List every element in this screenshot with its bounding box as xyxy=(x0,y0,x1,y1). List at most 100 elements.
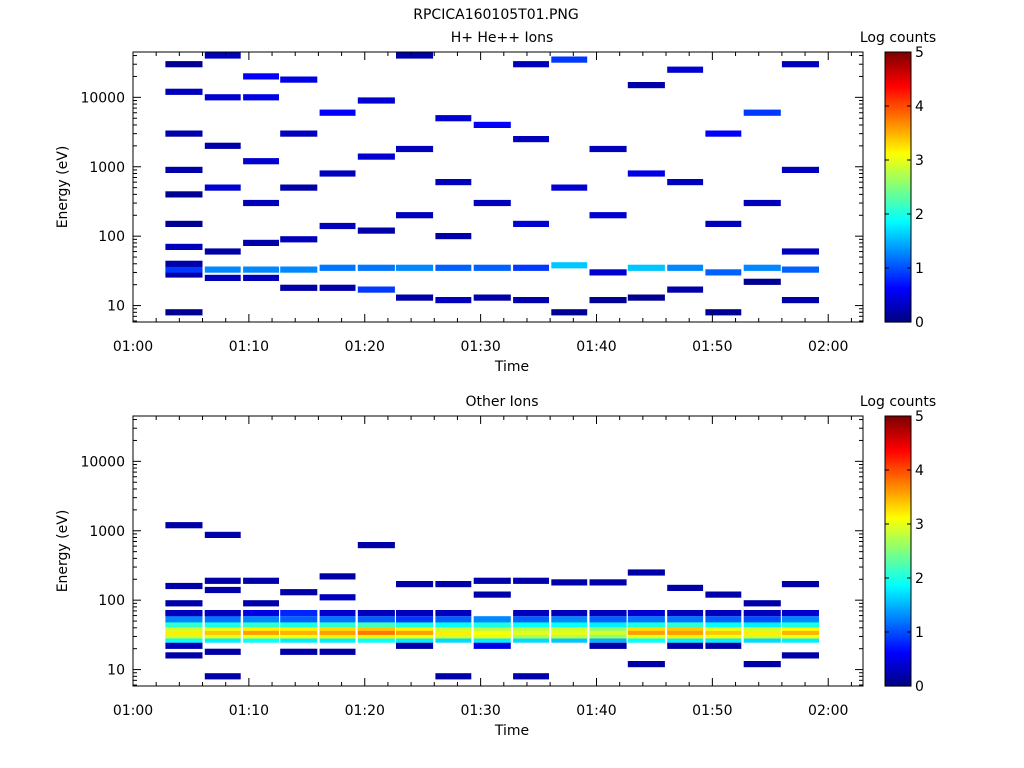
y-tick-label: 10 xyxy=(107,299,125,315)
colorbar-segment xyxy=(885,535,911,539)
heatmap-band-cell xyxy=(165,624,203,631)
heatmap-band-cell xyxy=(705,632,742,639)
colorbar-segment xyxy=(885,422,911,426)
heatmap-band-cell xyxy=(667,616,704,623)
heatmap-band-cell xyxy=(743,616,781,623)
heatmap-cell xyxy=(781,166,819,173)
colorbar-segment xyxy=(885,661,911,665)
colorbar-segment xyxy=(885,614,911,617)
colorbar-segment xyxy=(885,551,911,554)
colorbar-segment xyxy=(885,571,911,575)
colorbar-segment xyxy=(885,187,911,190)
heatmap-cell xyxy=(435,115,472,122)
heatmap-band-cell xyxy=(435,624,472,631)
heatmap-cell xyxy=(589,579,627,586)
heatmap-cell xyxy=(513,610,549,617)
heatmap-cell xyxy=(781,610,819,617)
heatmap-band-cell xyxy=(243,628,279,635)
colorbar-segment xyxy=(885,297,911,301)
colorbar-segment xyxy=(885,234,911,238)
colorbar-segment xyxy=(885,474,911,478)
heatmap-band-cell xyxy=(473,624,511,631)
x-tick-label: 01:40 xyxy=(576,339,616,355)
heatmap-band-cell xyxy=(319,624,356,631)
colorbar-label: Log counts xyxy=(860,30,936,46)
heatmap-cell xyxy=(204,184,241,191)
heatmap-band-cell xyxy=(627,636,665,643)
heatmap-band-cell xyxy=(589,616,627,623)
x-tick-label: 01:10 xyxy=(229,703,269,719)
colorbar-segment xyxy=(885,517,911,521)
colorbar-segment xyxy=(885,659,911,662)
heatmap-cell xyxy=(243,94,279,101)
heatmap-band-cell xyxy=(513,624,549,631)
colorbar-segment xyxy=(885,52,911,55)
heatmap-cell xyxy=(396,145,434,153)
colorbar-segment xyxy=(885,304,911,307)
heatmap-cell xyxy=(165,220,203,227)
heatmap-cell xyxy=(473,642,511,649)
colorbar-segment xyxy=(885,679,911,683)
colorbar-segment xyxy=(885,220,911,224)
colorbar-segment xyxy=(885,494,911,498)
heatmap-cell xyxy=(781,61,819,68)
heatmap-cells xyxy=(165,52,819,316)
colorbar-segment xyxy=(885,178,911,181)
colorbar-segment xyxy=(885,618,911,622)
heatmap-cell xyxy=(627,610,665,617)
heatmap-band-cell xyxy=(743,636,781,643)
heatmap-band-cell xyxy=(280,632,318,639)
colorbar-tick-label: 0 xyxy=(915,679,924,695)
heatmap-band-cell xyxy=(319,616,356,623)
colorbar-segment xyxy=(885,263,911,267)
colorbar-segment xyxy=(885,578,911,581)
colorbar-segment xyxy=(885,261,911,265)
colorbar-segment xyxy=(885,74,911,78)
heatmap-band-cell xyxy=(743,628,781,635)
heatmap-cell xyxy=(165,191,203,198)
colorbar-segment xyxy=(885,566,911,570)
colorbar-segment xyxy=(885,175,911,179)
heatmap-cell xyxy=(204,577,241,584)
colorbar-segment xyxy=(885,587,911,590)
heatmap-cell xyxy=(357,153,395,160)
heatmap-cell xyxy=(280,610,318,617)
colorbar-segment xyxy=(885,476,911,480)
heatmap-cell xyxy=(743,264,781,271)
colorbar-segment xyxy=(885,436,911,440)
colorbar-segment xyxy=(885,72,911,76)
colorbar-segment xyxy=(885,420,911,424)
colorbar-segment xyxy=(885,562,911,566)
y-tick-label: 1000 xyxy=(89,160,125,176)
colorbar-segment xyxy=(885,92,911,96)
colorbar-segment xyxy=(885,553,911,557)
x-tick-label: 01:20 xyxy=(345,339,385,355)
colorbar-segment xyxy=(885,512,911,516)
x-axis-label: Time xyxy=(494,723,529,739)
heatmap-cell xyxy=(589,145,627,153)
heatmap-cell xyxy=(280,130,318,137)
colorbar-segment xyxy=(885,117,911,121)
heatmap-cell xyxy=(473,199,511,207)
panel-h-he-ions: H+ He++ Ions 01:00 01:10 01:20 01:30 01:40 01:… xyxy=(55,30,936,375)
heatmap-cell xyxy=(743,600,781,607)
colorbar-segment xyxy=(885,573,911,577)
colorbar-segment xyxy=(885,672,911,676)
heatmap-cell xyxy=(319,573,356,580)
heatmap-band-cell xyxy=(243,632,279,639)
heatmap-cell xyxy=(627,170,665,177)
heatmap-cell xyxy=(243,199,279,207)
heatmap-cell xyxy=(589,269,627,276)
colorbar-segment xyxy=(885,155,911,159)
heatmap-cell xyxy=(204,610,241,617)
colorbar-segment xyxy=(885,492,911,496)
colorbar-segment xyxy=(885,643,911,647)
heatmap-cell xyxy=(473,591,511,598)
heatmap-cell xyxy=(204,648,241,655)
heatmap-band-cell xyxy=(667,621,704,628)
colorbar-frame xyxy=(884,415,912,687)
heatmap-cell xyxy=(667,264,704,271)
heatmap-cell xyxy=(396,264,434,271)
heatmap-cell xyxy=(357,227,395,234)
